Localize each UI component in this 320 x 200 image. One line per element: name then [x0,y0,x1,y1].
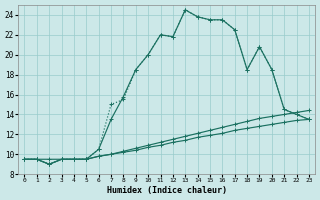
X-axis label: Humidex (Indice chaleur): Humidex (Indice chaleur) [107,186,227,195]
